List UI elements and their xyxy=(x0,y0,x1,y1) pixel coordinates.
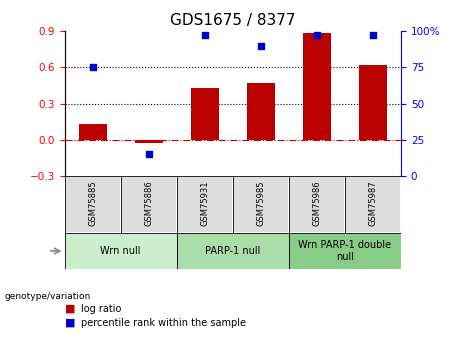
Point xyxy=(313,33,321,38)
Bar xyxy=(177,233,289,269)
Text: ■: ■ xyxy=(65,304,75,314)
Text: GSM75985: GSM75985 xyxy=(256,180,266,226)
Bar xyxy=(289,233,401,269)
Text: PARP-1 null: PARP-1 null xyxy=(205,246,260,256)
Text: ■: ■ xyxy=(65,318,75,327)
Point xyxy=(257,43,265,48)
Text: genotype/variation: genotype/variation xyxy=(5,292,91,301)
Text: Wrn PARP-1 double
null: Wrn PARP-1 double null xyxy=(298,240,391,262)
Text: percentile rank within the sample: percentile rank within the sample xyxy=(81,318,246,327)
Bar xyxy=(121,176,177,233)
Text: GSM75986: GSM75986 xyxy=(313,180,321,226)
Bar xyxy=(359,65,387,140)
Bar xyxy=(177,176,233,233)
Bar xyxy=(303,33,331,140)
Point xyxy=(369,33,377,38)
Bar xyxy=(247,83,275,140)
Point xyxy=(89,65,96,70)
Text: GSM75885: GSM75885 xyxy=(88,180,97,226)
Bar xyxy=(78,124,106,140)
Text: Wrn null: Wrn null xyxy=(100,246,141,256)
Text: GSM75886: GSM75886 xyxy=(144,180,153,226)
Point xyxy=(145,151,152,157)
Point xyxy=(201,33,208,38)
Bar xyxy=(135,140,163,144)
Bar xyxy=(65,233,177,269)
Bar xyxy=(345,176,401,233)
Bar xyxy=(289,176,345,233)
Text: GSM75987: GSM75987 xyxy=(368,180,378,226)
Text: log ratio: log ratio xyxy=(81,304,121,314)
Title: GDS1675 / 8377: GDS1675 / 8377 xyxy=(170,13,296,29)
Bar xyxy=(233,176,289,233)
Bar xyxy=(191,88,219,140)
Bar xyxy=(65,176,121,233)
Text: GSM75931: GSM75931 xyxy=(200,180,209,226)
